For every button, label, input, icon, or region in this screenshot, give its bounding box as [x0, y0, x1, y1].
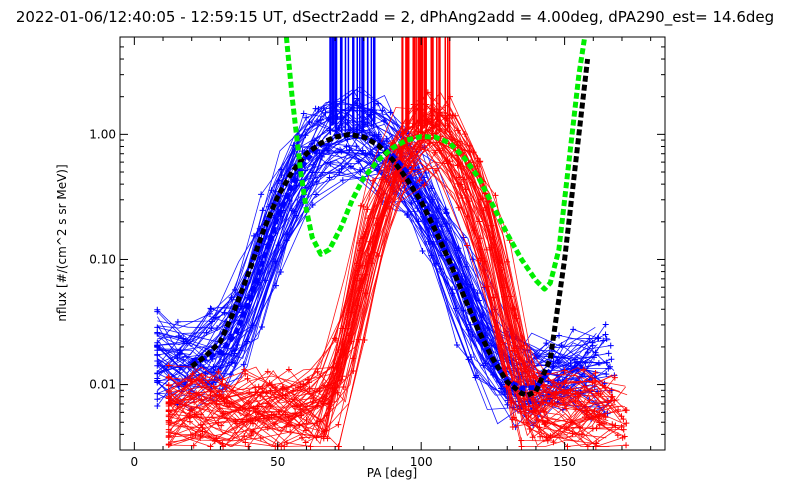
data-point-marker [154, 306, 161, 313]
y-axis-label: nflux [#/(cm^2 s sr MeV)] [55, 164, 69, 321]
x-tick-label: 100 [410, 455, 433, 469]
data-point-marker [165, 389, 172, 396]
data-point-marker [602, 321, 609, 328]
measurement-trace [168, 148, 601, 442]
data-point-marker [603, 335, 610, 342]
data-point-marker [154, 324, 161, 331]
measurement-trace [168, 103, 599, 421]
measurement-trace [168, 152, 599, 447]
measurement-trace [157, 151, 592, 425]
x-axis-ticks: 0 50 100 150 [131, 37, 652, 469]
x-tick-label: 150 [553, 455, 576, 469]
x-tick-label: 0 [131, 455, 139, 469]
fit-curve-green_fit [283, 36, 588, 292]
measurement-trace [157, 100, 611, 363]
x-axis-label: PA [deg] [367, 466, 417, 480]
data-point-marker [600, 337, 607, 344]
data-point-marker [601, 420, 608, 427]
data-point-marker [600, 413, 607, 420]
data-point-marker [602, 331, 609, 338]
data-point-marker [165, 374, 172, 381]
data-point-marker [165, 382, 172, 389]
data-point-marker [165, 395, 172, 402]
measurement-scatter-lines [154, 86, 630, 450]
measurement-trace [168, 132, 613, 437]
measurement-trace [168, 110, 617, 411]
sector-direction-markers [329, 37, 451, 138]
data-point-marker [595, 413, 602, 420]
measurement-trace [168, 107, 613, 401]
data-point-marker [165, 408, 172, 415]
fit-curves [190, 36, 591, 398]
data-point-marker [154, 402, 161, 409]
y-tick-label: 0.01 [89, 378, 116, 392]
data-point-marker [154, 370, 161, 377]
data-point-marker [165, 432, 172, 439]
measurement-trace [168, 119, 612, 423]
fit-curve-black_fit [190, 58, 591, 398]
measurement-trace [168, 142, 597, 447]
y-tick-label: 0.10 [89, 252, 116, 266]
data-point-marker [165, 441, 172, 448]
y-axis-ticks: 0.01 0.10 1.00 [89, 36, 665, 451]
data-point-marker [592, 369, 599, 376]
measurement-trace [168, 119, 605, 428]
data-point-marker [154, 396, 161, 403]
measurement-trace [168, 109, 623, 412]
measurement-trace [168, 159, 610, 447]
chart-title: 2022-01-06/12:40:05 - 12:59:15 UT, dSect… [16, 8, 774, 27]
measurement-trace [168, 91, 612, 411]
measurement-trace [168, 111, 616, 412]
y-tick-label: 1.00 [89, 127, 116, 141]
data-point-marker [165, 419, 172, 426]
x-tick-label: 50 [270, 455, 285, 469]
